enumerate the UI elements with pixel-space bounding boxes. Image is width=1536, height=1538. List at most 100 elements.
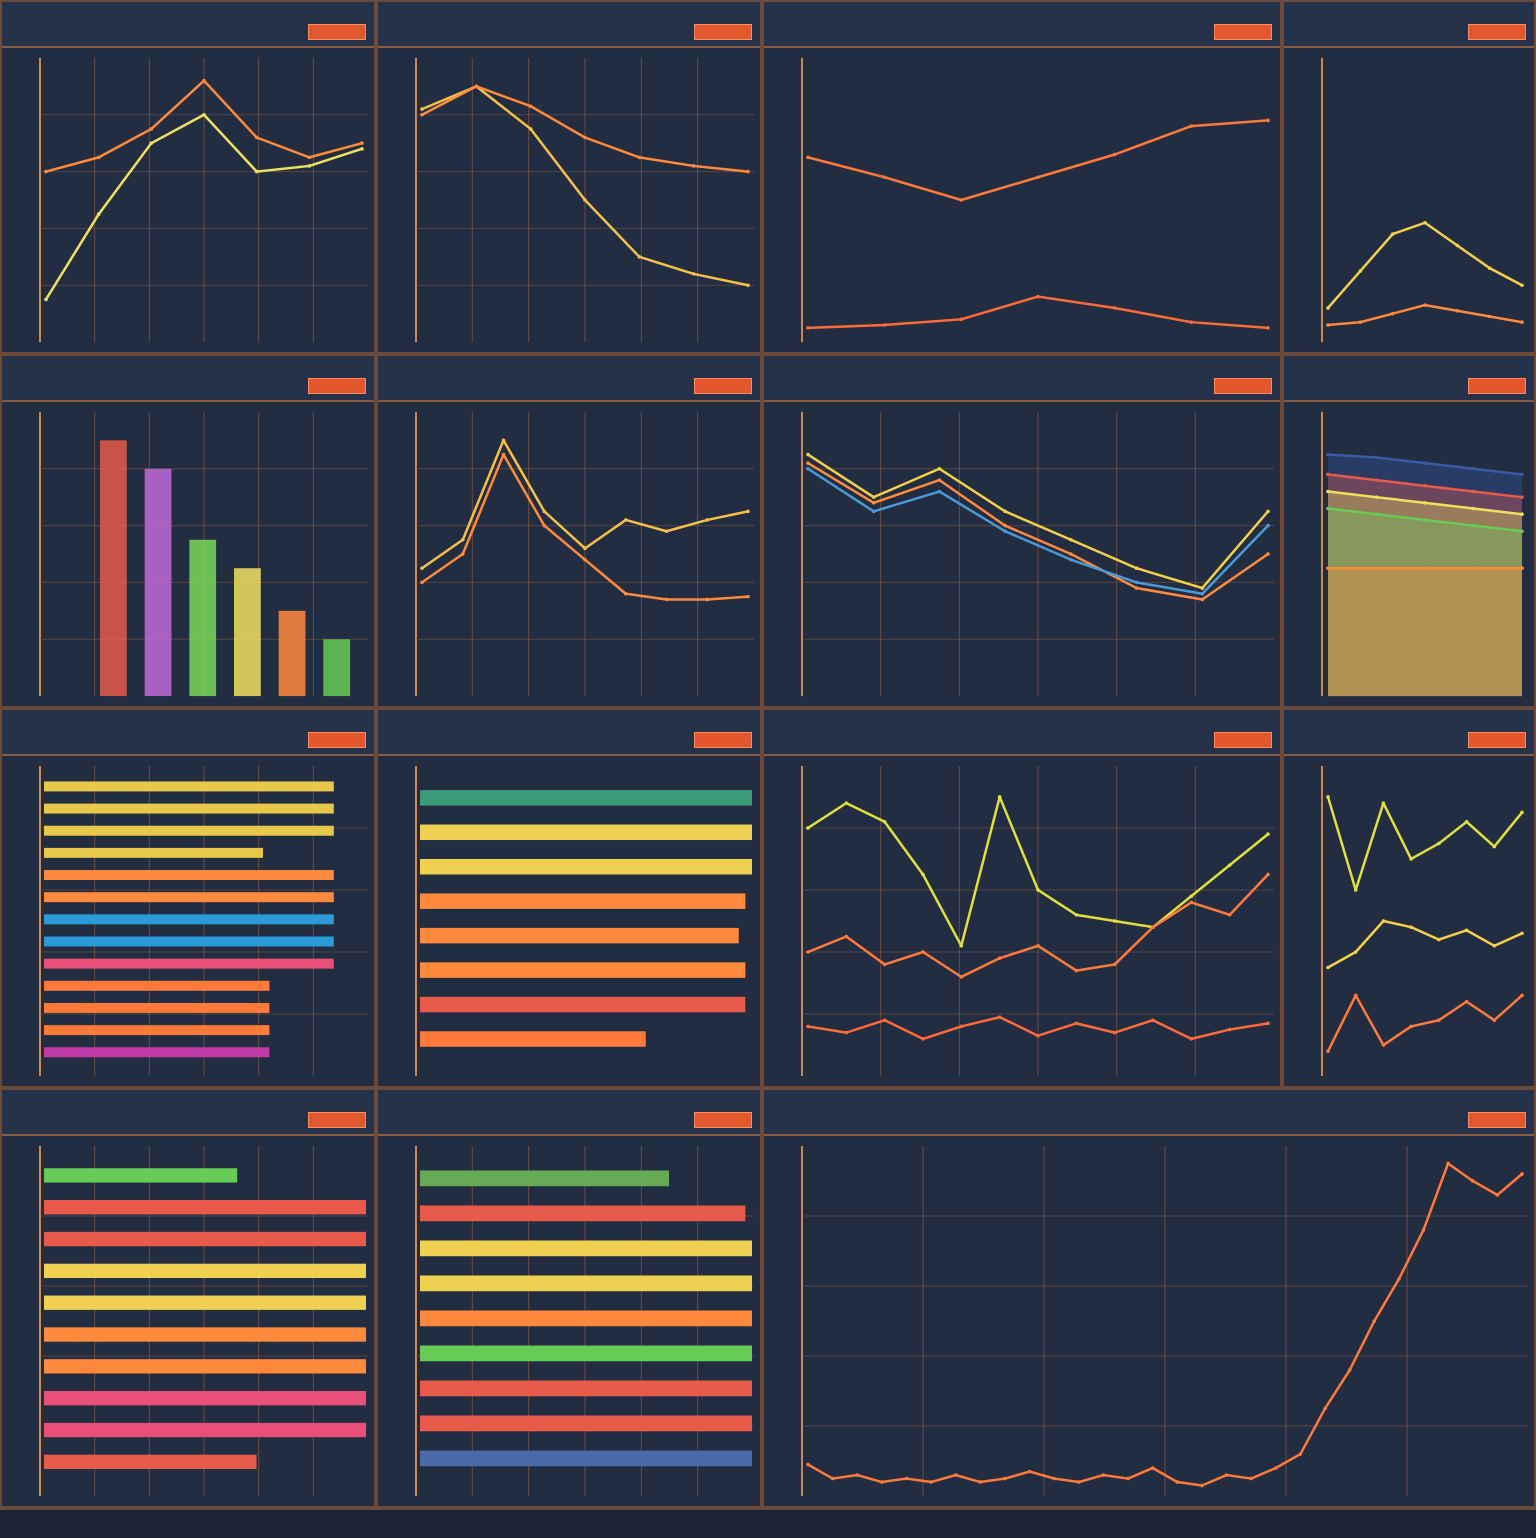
bar (44, 1327, 366, 1342)
data-point (1520, 810, 1524, 815)
data-point (1151, 1018, 1155, 1023)
data-point (307, 164, 312, 168)
panel-action-button[interactable] (1468, 24, 1526, 40)
data-point (1421, 1228, 1426, 1232)
panel-action-button[interactable] (1214, 24, 1272, 40)
panel-action-button[interactable] (308, 732, 366, 748)
panel-action-button[interactable] (1214, 378, 1272, 394)
panel-header (764, 2, 1280, 48)
data-point (528, 127, 533, 131)
data-point (806, 826, 810, 830)
chart-panel (762, 708, 1282, 1088)
data-point (959, 317, 964, 322)
data-point (460, 538, 465, 542)
chart-svg (801, 411, 1274, 697)
data-point (623, 518, 628, 522)
data-point (1390, 232, 1395, 236)
data-point (1520, 320, 1524, 324)
data-point (1227, 913, 1232, 917)
bar (44, 1422, 366, 1438)
chart-panel (0, 0, 376, 354)
data-point (1200, 1483, 1204, 1488)
data-point (254, 135, 259, 140)
panel-header (1284, 2, 1534, 48)
data-point (1446, 1161, 1450, 1166)
data-point (1381, 919, 1386, 923)
data-point (882, 962, 887, 967)
data-point (746, 509, 750, 514)
data-point (1437, 1018, 1441, 1023)
data-point (806, 452, 810, 457)
panel-header (764, 1090, 1534, 1136)
data-point (1520, 566, 1524, 570)
panel-action-button[interactable] (694, 732, 752, 748)
data-point (746, 594, 750, 599)
panel-action-button[interactable] (1214, 732, 1272, 748)
data-point (1189, 894, 1194, 898)
panel-action-button[interactable] (308, 1112, 366, 1128)
data-point (1266, 523, 1270, 528)
data-point (542, 523, 547, 528)
data-point (871, 509, 876, 514)
series-line (807, 119, 1269, 202)
data-point (1423, 484, 1427, 488)
panel-header (1284, 356, 1534, 402)
data-point (583, 557, 587, 562)
data-point (1397, 1277, 1401, 1281)
chart-area (378, 402, 760, 706)
data-point (1326, 323, 1330, 327)
data-point (542, 509, 547, 514)
panel-action-button[interactable] (1468, 378, 1526, 394)
chart-panel (0, 1088, 376, 1508)
bar (420, 1345, 752, 1362)
data-point (1326, 506, 1330, 511)
data-point (1266, 872, 1270, 877)
panel-action-button[interactable] (694, 378, 752, 394)
series-line (1327, 221, 1523, 309)
data-point (1358, 320, 1363, 324)
data-point (501, 452, 506, 457)
data-point (1069, 552, 1073, 556)
data-point (882, 323, 887, 327)
data-point (44, 297, 48, 302)
chart-area (764, 48, 1280, 352)
data-point (474, 84, 479, 89)
panel-action-button[interactable] (1468, 1112, 1526, 1128)
data-point (904, 1476, 909, 1481)
chart-panel (0, 708, 376, 1088)
panel-action-button[interactable] (308, 24, 366, 40)
panel-action-button[interactable] (694, 24, 752, 40)
data-point (1112, 152, 1117, 157)
chart-svg (801, 1145, 1528, 1497)
bar (420, 824, 752, 841)
data-point (1003, 1476, 1007, 1481)
panel-header (2, 2, 374, 48)
data-point (1520, 495, 1524, 499)
data-point (1374, 455, 1379, 460)
chart-panel (1282, 0, 1536, 354)
data-point (705, 597, 710, 602)
bar (234, 568, 261, 697)
data-point (1266, 552, 1270, 556)
data-point (1266, 832, 1270, 836)
bar (420, 1450, 752, 1467)
data-point (1470, 1179, 1475, 1183)
data-point (360, 141, 364, 145)
chart-svg (39, 765, 368, 1077)
data-point (1374, 566, 1379, 570)
data-point (844, 801, 849, 805)
data-point (1227, 863, 1232, 867)
chart-panel (762, 354, 1282, 708)
bar (420, 1380, 752, 1397)
panel-action-button[interactable] (308, 378, 366, 394)
panel-action-button[interactable] (694, 1112, 752, 1128)
data-point (1353, 950, 1358, 954)
data-point (1520, 931, 1524, 936)
panel-header (2, 1090, 374, 1136)
bar (44, 892, 334, 903)
data-point (1074, 1021, 1079, 1026)
data-point (1189, 320, 1194, 324)
data-point (830, 1476, 835, 1481)
panel-action-button[interactable] (1468, 732, 1526, 748)
panel-header (2, 710, 374, 756)
